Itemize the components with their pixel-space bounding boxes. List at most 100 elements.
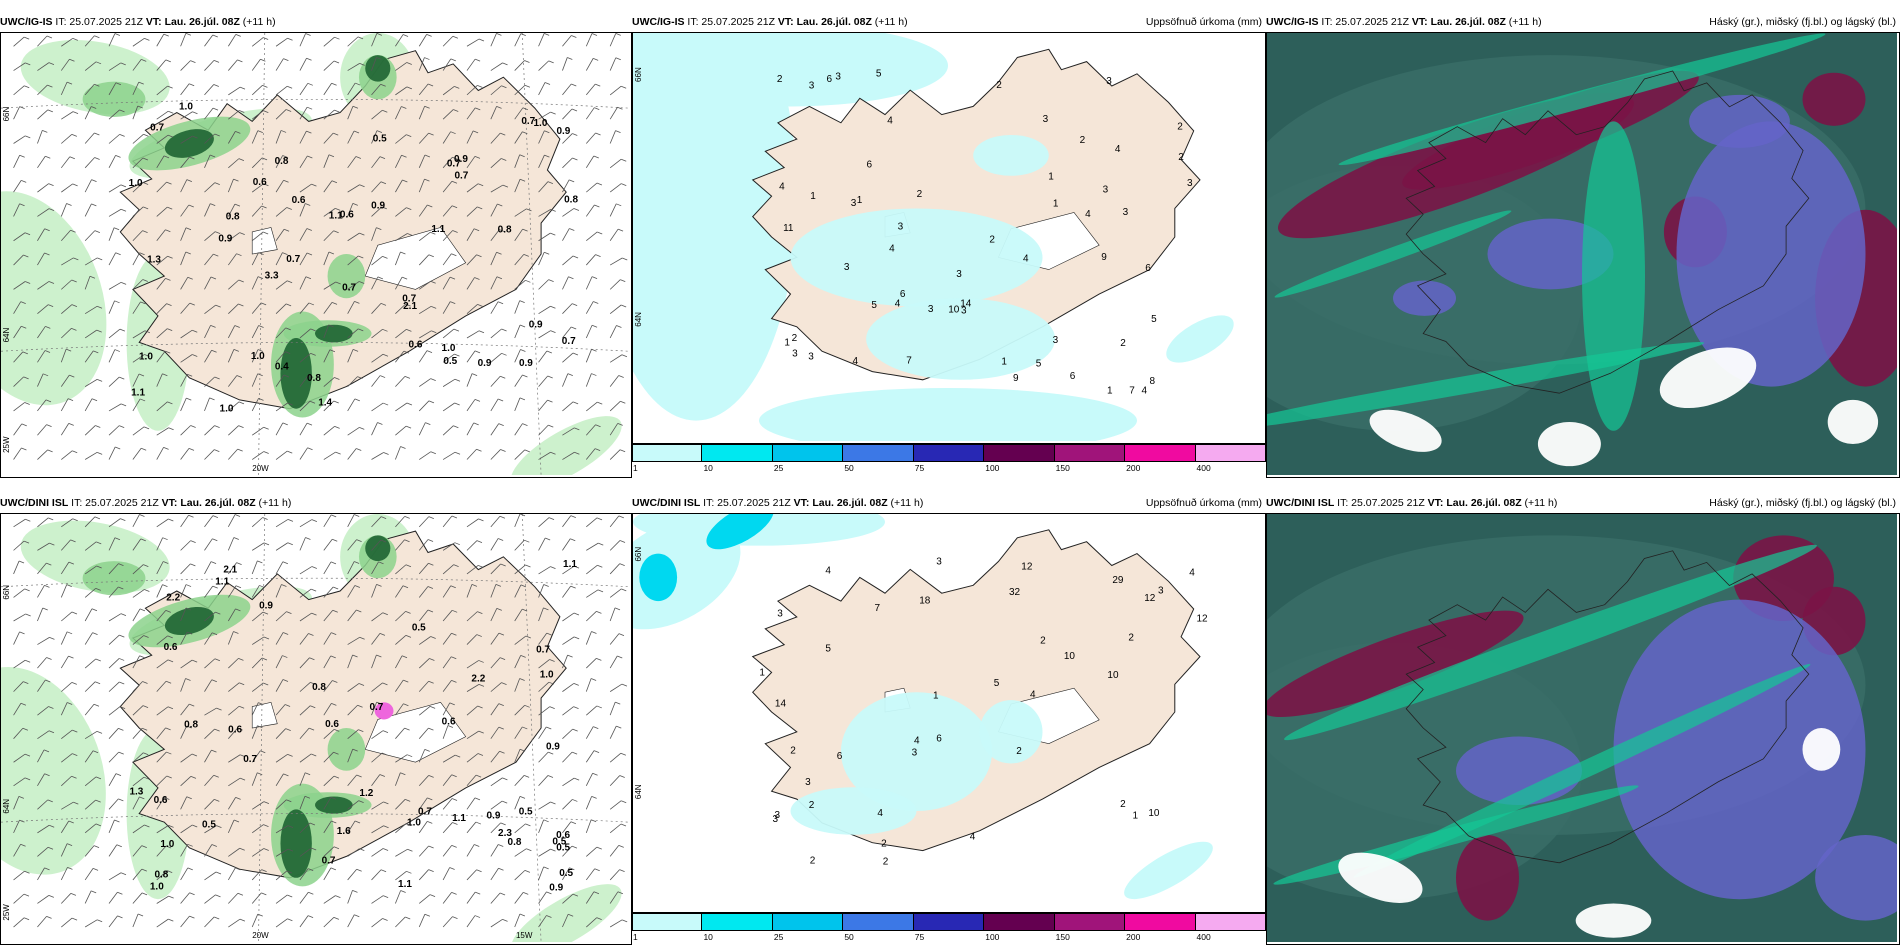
panel-dini-clouds: UWC/DINI ISL IT: 25.07.2025 21Z VT: Lau.… [1266,493,1900,945]
axis-label: 66N [634,67,643,82]
precip-value-label: 10 [948,304,960,315]
precip-value-label: 11 [783,223,794,234]
precip-value-label: 1 [1053,198,1059,209]
colorbar-swatch [984,913,1055,931]
precip-value-label: 0.5 [412,623,426,634]
precip-value-label: 2 [881,839,887,850]
iceland-coastline [1405,70,1810,394]
valid-time: Lau. 26.júl. 08Z [180,497,256,509]
precip-value-label: 0.8 [564,194,578,205]
precip-value-label: 1 [810,191,816,202]
precip-value-label: 0.9 [259,600,273,611]
precip-value-label: 4 [1030,689,1036,700]
init-time: IT: 25.07.2025 21Z [703,497,791,509]
forecast-offset: (+11 h) [242,16,276,28]
colorbar-tick-label: 400 [1196,932,1211,942]
precip-value-label: 4 [895,299,901,310]
precip-value-label: 2 [989,234,995,245]
precip-value-label: 1 [784,337,790,348]
valid-time: Lau. 26.júl. 08Z [812,497,888,509]
valid-time-label: VT: [1427,497,1444,509]
colorbar-tick-label: 200 [1126,932,1141,942]
precip-value-label: 0.8 [508,837,522,848]
panel-title: Uppsöfnuð úrkoma (mm) [1145,497,1262,509]
precip-field [1124,841,1213,900]
precip-value-label: 2 [1016,746,1022,757]
precip-value-label: 2 [810,855,816,866]
init-time: IT: 25.07.2025 21Z [71,497,159,509]
precip-value-label: 1.0 [139,352,153,363]
panel-header: UWC/DINI ISL IT: 25.07.2025 21Z VT: Lau.… [1266,493,1900,513]
map-accum-precip[interactable]: 32 12 12 18 2 3 4 1 2 7 2 2 3 4 29 10 10 14 12 10 5 4 6 4 3 3 4 3 6 3… [632,513,1266,913]
colorbar-tick-label: 10 [703,932,713,942]
precip-value-label: 0.6 [442,716,456,727]
colorbar-tick-label: 50 [844,463,854,473]
precip-value-label: 1.0 [160,839,174,850]
precip-value-label: 1.1 [431,224,445,235]
init-time: IT: 25.07.2025 21Z [1321,16,1409,28]
precip-value-label: 2 [996,80,1002,91]
valid-time-label: VT: [145,16,162,28]
colorbar-tick-label: 100 [985,932,1000,942]
colorbar-tick-label: 75 [914,463,925,473]
colorbar-swatch [702,913,773,931]
map-wind-precip[interactable]: 0.8 0.5 0.5 0.6 0.9 0.9 1.1 1.1 0.8 0.7 0.8 0.8 0.7 1… [0,513,632,945]
precip-field [633,33,948,107]
colorbar: 1 10 25 50 75 100 150 200 400 [632,913,1266,943]
iceland-coastline [1405,550,1810,864]
precip-value-label: 0.6 [154,795,168,806]
colorbar-swatch [632,913,703,931]
panel-header: UWC/IG-IS IT: 25.07.2025 21Z VT: Lau. 26… [0,12,632,32]
precip-value-label: 3 [835,72,841,83]
precip-value-label: 4 [1023,253,1029,264]
precip-value-label: 32 [1009,587,1021,598]
precip-value-label: 2 [1178,152,1184,163]
precip-value-label: 5 [876,68,882,79]
clear-sky [1369,409,1442,452]
panel-header: UWC/DINI ISL IT: 25.07.2025 21Z VT: Lau.… [0,493,632,513]
colorbar-tick-label: 25 [773,463,784,473]
map-wind-precip[interactable]: 0.8 0.8 0.9 1.0 1.1 0.6 0.8 1.1 0.6 1.0 1.0 1.1 0.9 0… [0,32,632,478]
precip-field-over-land [973,135,1049,176]
map-clouds[interactable] [1266,513,1900,945]
precip-value-label: 0.8 [154,869,168,880]
axis-label: 66N [2,585,11,600]
precip-value-label: 0.5 [559,868,573,879]
precip-value-label: 1 [1107,385,1113,396]
colorbar-swatch [1195,444,1266,462]
map-accum-precip[interactable]: 3 3 6 9 4 4 10 4 4 4 3 2 2 1 3 3 2 3 2 2 7 1 5 5 2 1 1 2 4 1 6 3 3 5 2 4 1 3 3… [632,32,1266,444]
precip-value-label: 3 [792,348,798,359]
cloud-low [1689,94,1790,148]
precip-value-label: 6 [1145,263,1151,274]
panel-ig-clouds: UWC/IG-IS IT: 25.07.2025 21Z VT: Lau. 26… [1266,12,1900,478]
init-time: IT: 25.07.2025 21Z [55,16,143,28]
colorbar-tick-label: 1 [633,932,638,942]
precip-value-label: 0.7 [536,644,550,655]
precip-value-label: 1.1 [131,388,145,399]
clear-sky [1802,728,1841,771]
panel-header: UWC/IG-IS IT: 25.07.2025 21Z VT: Lau. 26… [632,12,1266,32]
precip-value-label: 0.7 [243,754,257,765]
precip-value-label: 0.9 [454,154,468,165]
precip-value-label: 18 [919,595,931,606]
precip-value-label: 0.7 [402,293,416,304]
colorbar-swatch [772,913,844,931]
map-clouds[interactable] [1266,32,1900,478]
colorbar-swatch [1125,913,1196,931]
cloud-low [1613,599,1866,900]
precip-value-label: 12 [1144,593,1156,604]
precip-field-heavy [706,514,774,550]
precip-value-label: 4 [877,808,883,819]
panel-dini-accum-precip: UWC/DINI ISL IT: 25.07.2025 21Z VT: Lau.… [632,493,1266,945]
precip-value-label: 3 [956,269,962,280]
model-label: UWC/DINI ISL [632,497,701,509]
precip-value-label: 0.5 [519,807,533,818]
axis-label: 20W [252,464,269,473]
precip-value-label: 6 [1070,371,1076,382]
valid-time-label: VT: [1411,16,1428,28]
wind-barbs [13,33,628,460]
precip-value-label: 0.6 [253,177,267,188]
valid-time: Lau. 26.júl. 08Z [164,16,240,28]
precip-field [759,387,1137,441]
precip-value-label: 3 [912,748,918,759]
